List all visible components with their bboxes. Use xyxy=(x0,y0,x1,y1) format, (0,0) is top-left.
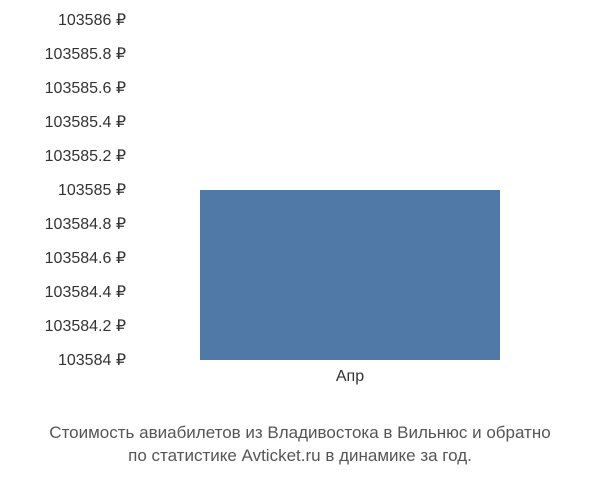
y-tick-label: 103586 ₽ xyxy=(58,10,126,30)
y-tick-label: 103584 ₽ xyxy=(58,350,126,370)
chart-caption: Стоимость авиабилетов из Владивостока в … xyxy=(0,422,600,468)
y-tick-label: 103584.6 ₽ xyxy=(45,248,126,268)
plot-area: Апр xyxy=(130,20,570,360)
x-tick-label: Апр xyxy=(336,368,364,386)
y-tick-label: 103584.8 ₽ xyxy=(45,214,126,234)
y-tick-label: 103585.8 ₽ xyxy=(45,44,126,64)
y-axis: 103586 ₽103585.8 ₽103585.6 ₽103585.4 ₽10… xyxy=(0,20,130,360)
caption-line-1: Стоимость авиабилетов из Владивостока в … xyxy=(49,423,550,442)
y-tick-label: 103585.2 ₽ xyxy=(45,146,126,166)
price-chart: 103586 ₽103585.8 ₽103585.6 ₽103585.4 ₽10… xyxy=(0,20,600,400)
y-tick-label: 103584.4 ₽ xyxy=(45,282,126,302)
y-tick-label: 103585 ₽ xyxy=(58,180,126,200)
caption-line-2: по статистике Avticket.ru в динамике за … xyxy=(128,446,472,465)
price-bar xyxy=(200,190,499,360)
y-tick-label: 103584.2 ₽ xyxy=(45,316,126,336)
y-tick-label: 103585.4 ₽ xyxy=(45,112,126,132)
y-tick-label: 103585.6 ₽ xyxy=(45,78,126,98)
